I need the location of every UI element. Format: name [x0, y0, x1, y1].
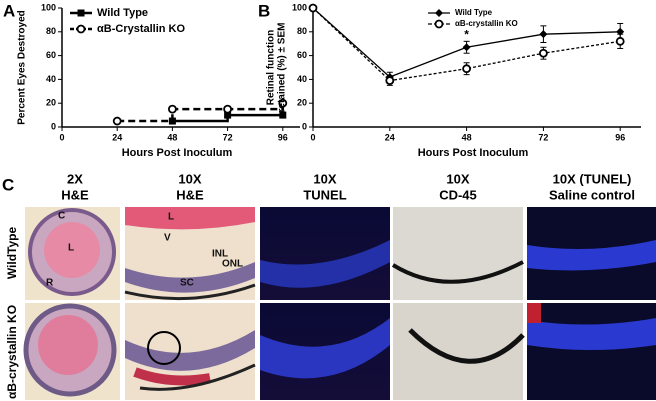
column-header: 10X	[446, 171, 469, 186]
image-label: C	[58, 211, 65, 222]
y-tick-label: 80	[297, 26, 307, 36]
image-detail	[44, 222, 100, 278]
y-tick-label: 20	[46, 98, 56, 108]
column-header: 10X	[313, 171, 336, 186]
x-tick-label: 24	[385, 132, 395, 142]
x-tick-label: 48	[167, 132, 177, 142]
panel-label: A	[3, 1, 15, 20]
column-header: H&E	[61, 187, 89, 202]
y-tick-label: 80	[46, 26, 56, 36]
marker	[76, 24, 86, 34]
image-label: L	[68, 243, 74, 254]
marker	[435, 9, 443, 17]
image-label: R	[46, 278, 54, 289]
y-axis-label: Percent Eyes Destroyed	[17, 10, 28, 125]
image-detail	[527, 240, 656, 271]
image-detail	[408, 328, 525, 364]
legend-label: Wild Type	[97, 7, 148, 19]
image-label: ONL	[222, 259, 243, 270]
image-detail	[527, 318, 656, 350]
image-detail	[124, 283, 256, 301]
x-axis-label: Hours Post Inoculum	[418, 147, 529, 159]
x-tick-label: 48	[462, 132, 472, 142]
image-detail	[260, 240, 390, 288]
y-tick-label: 100	[41, 2, 56, 12]
y-tick-label: 40	[46, 74, 56, 84]
marker	[539, 48, 548, 58]
marker	[615, 36, 625, 46]
image-label: V	[164, 233, 171, 244]
x-tick-label: 96	[278, 132, 288, 142]
marker	[462, 64, 472, 74]
y-axis-label: Retinal function	[266, 30, 277, 106]
annotation: *	[464, 27, 469, 41]
x-tick-label: 72	[538, 132, 548, 142]
column-header: 10X	[178, 171, 201, 186]
y-tick-label: 0	[302, 121, 307, 131]
image-detail	[125, 207, 255, 230]
image	[527, 303, 656, 400]
column-header: H&E	[176, 187, 204, 202]
marker	[385, 76, 395, 85]
y-tick-label: 60	[46, 50, 56, 60]
legend-label: Wild Type	[455, 8, 493, 17]
x-tick-label: 72	[223, 132, 233, 142]
image-detail	[527, 303, 541, 323]
marker	[223, 104, 233, 114]
image-label: SC	[180, 278, 194, 289]
panel-label: C	[2, 175, 14, 194]
marker	[539, 30, 548, 39]
column-header: Saline control	[549, 187, 635, 202]
image-detail	[147, 331, 181, 365]
image-label: INL	[212, 249, 228, 260]
row-label: WildType	[5, 227, 19, 280]
y-tick-label: 60	[297, 50, 307, 60]
image-detail	[133, 367, 211, 386]
panel-label: B	[258, 1, 270, 20]
legend-label: αB-Crystallin KO	[97, 23, 185, 35]
marker	[224, 111, 232, 119]
marker	[462, 43, 471, 52]
image-detail	[125, 330, 255, 371]
x-tick-label: 96	[615, 132, 625, 142]
row-label: αB-crystallin KO	[5, 305, 19, 399]
x-tick-label: 0	[310, 132, 315, 142]
image-detail	[139, 363, 256, 391]
image-detail	[38, 315, 98, 375]
y-tick-label: 40	[297, 74, 307, 84]
column-header: CD-45	[439, 187, 477, 202]
y-tick-label: 20	[297, 98, 307, 108]
image-detail	[260, 318, 390, 379]
marker	[167, 104, 177, 114]
marker	[279, 111, 287, 119]
x-tick-label: 24	[112, 132, 122, 142]
series-line	[312, 7, 621, 82]
marker	[112, 116, 122, 126]
column-header: 2X	[67, 171, 83, 186]
marker	[278, 98, 288, 108]
x-axis-label: Hours Post Inoculum	[122, 147, 233, 159]
y-axis-label: retained (%) ± SEM	[277, 23, 288, 113]
column-header: 10X (TUNEL)	[553, 171, 632, 186]
y-tick-label: 100	[292, 2, 307, 12]
marker	[434, 19, 444, 29]
micrographs	[23, 207, 656, 400]
series-line	[117, 103, 285, 123]
x-tick-label: 0	[59, 132, 64, 142]
image-detail	[125, 262, 255, 293]
image-detail	[391, 260, 524, 284]
column-header: TUNEL	[303, 187, 346, 202]
image	[393, 207, 523, 300]
marker	[308, 3, 318, 13]
marker	[77, 9, 85, 17]
legend-label: αB-crystallin KO	[455, 19, 518, 28]
image-label: L	[168, 212, 174, 223]
y-tick-label: 0	[51, 121, 56, 131]
